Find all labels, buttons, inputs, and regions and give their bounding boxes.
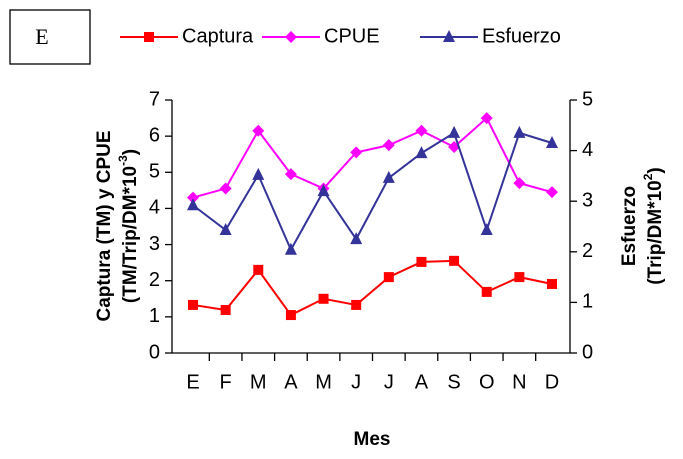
marker xyxy=(448,125,461,138)
marker xyxy=(415,146,428,159)
panel-label: E xyxy=(35,24,48,49)
marker xyxy=(449,255,460,266)
marker xyxy=(219,182,232,195)
x-tick-label: A xyxy=(415,371,429,393)
marker xyxy=(382,170,395,183)
y2-axis-title: (Trip/DM*102) xyxy=(641,167,666,285)
marker xyxy=(187,191,199,204)
marker xyxy=(188,299,198,310)
y2-tick-label: 0 xyxy=(582,341,593,363)
marker xyxy=(318,293,329,304)
x-tick-label: M xyxy=(250,371,267,393)
marker xyxy=(350,232,363,245)
x-tick-label: E xyxy=(186,371,199,393)
legend-marker xyxy=(443,30,455,42)
marker xyxy=(546,136,558,149)
x-axis-title: Mes xyxy=(354,429,391,450)
marker xyxy=(284,242,297,255)
legend-marker xyxy=(144,32,154,42)
marker xyxy=(416,256,427,267)
marker xyxy=(350,146,363,159)
series-line xyxy=(192,131,553,253)
y-tick-label: 1 xyxy=(149,305,160,327)
y2-axis-title-sup: 2 xyxy=(641,173,655,180)
y-axis-title-part: ) xyxy=(120,149,141,155)
x-tick-label: N xyxy=(512,371,526,393)
y2-axis-title-part: ) xyxy=(645,167,666,173)
legend-label: Esfuerzo xyxy=(482,25,561,47)
y-axis-title-part: (TM/Trip/DM*10 xyxy=(120,166,141,303)
marker xyxy=(284,168,297,181)
y2-axis-title: Esfuerzo xyxy=(619,186,640,266)
marker xyxy=(351,299,362,310)
marker xyxy=(481,286,492,297)
x-tick-label: A xyxy=(284,371,298,393)
y2-tick-label: 1 xyxy=(582,291,593,313)
x-tick-label: M xyxy=(315,371,332,393)
y2-tick-label: 4 xyxy=(582,139,593,161)
marker xyxy=(480,223,493,236)
panel-box xyxy=(9,9,91,65)
legend-label: CPUE xyxy=(324,25,380,47)
marker xyxy=(514,272,525,283)
x-tick-label: O xyxy=(479,371,495,393)
marker xyxy=(253,264,264,275)
marker xyxy=(220,304,231,315)
y2-axis-title-part: (Trip/DM*10 xyxy=(645,180,666,285)
x-tick-label: D xyxy=(545,371,559,393)
marker xyxy=(317,184,330,197)
x-tick-label: J xyxy=(384,371,394,393)
marker xyxy=(480,112,493,125)
marker xyxy=(546,186,558,199)
marker xyxy=(285,310,296,321)
y-axis-title-sup: -3 xyxy=(116,155,130,166)
legend-label: Captura xyxy=(182,25,254,47)
y2-tick-label: 2 xyxy=(582,240,593,262)
legend-marker xyxy=(285,31,297,43)
y-tick-label: 4 xyxy=(149,197,160,219)
x-tick-label: J xyxy=(351,371,361,393)
y-axis-title: (TM/Trip/DM*10-3) xyxy=(116,149,141,303)
marker xyxy=(383,272,394,283)
marker xyxy=(382,139,395,152)
y-tick-label: 0 xyxy=(149,341,160,363)
x-tick-label: S xyxy=(447,371,460,393)
marker xyxy=(252,167,265,180)
marker xyxy=(513,177,526,190)
y-tick-label: 2 xyxy=(149,269,160,291)
series-line xyxy=(192,259,553,317)
marker xyxy=(219,223,232,236)
y2-tick-label: 5 xyxy=(582,88,593,110)
x-tick-label: F xyxy=(220,371,232,393)
marker xyxy=(513,125,526,138)
marker xyxy=(547,278,557,289)
y2-tick-label: 3 xyxy=(582,189,593,211)
marker xyxy=(415,124,428,137)
y-tick-label: 7 xyxy=(149,88,160,110)
marker xyxy=(187,198,199,211)
series-line xyxy=(192,116,553,199)
marker xyxy=(252,124,265,137)
y-tick-label: 3 xyxy=(149,233,160,255)
y-tick-label: 5 xyxy=(149,161,160,183)
y-tick-label: 6 xyxy=(149,124,160,146)
y-axis-title: Captura (TM) y CPUE xyxy=(94,130,115,321)
